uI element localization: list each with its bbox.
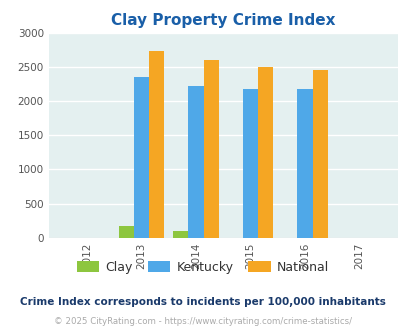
Bar bbox=[203, 60, 218, 238]
Text: © 2025 CityRating.com - https://www.cityrating.com/crime-statistics/: © 2025 CityRating.com - https://www.city… bbox=[54, 317, 351, 326]
Legend: Clay, Kentucky, National: Clay, Kentucky, National bbox=[71, 256, 334, 279]
Bar bbox=[134, 77, 149, 238]
Bar bbox=[242, 88, 258, 238]
Bar bbox=[149, 51, 164, 238]
Bar bbox=[258, 67, 273, 238]
Bar bbox=[312, 70, 327, 238]
Bar bbox=[118, 226, 134, 238]
Title: Clay Property Crime Index: Clay Property Crime Index bbox=[111, 13, 335, 28]
Bar bbox=[173, 231, 188, 238]
Bar bbox=[297, 88, 312, 238]
Text: Crime Index corresponds to incidents per 100,000 inhabitants: Crime Index corresponds to incidents per… bbox=[20, 297, 385, 307]
Bar bbox=[188, 85, 203, 238]
